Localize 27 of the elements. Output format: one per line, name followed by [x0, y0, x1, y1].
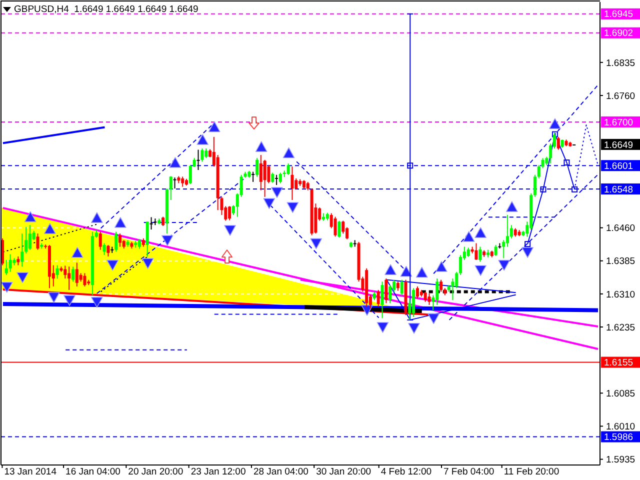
- ref-line-label: 1.5986: [604, 432, 634, 444]
- y-tick-label: 1.6460: [606, 223, 636, 234]
- ref-line-label: 1.6601: [604, 160, 634, 172]
- text: 1.6649: [604, 140, 634, 151]
- x-tick-label: 28 Jan 04:00: [253, 466, 308, 478]
- chart-title: GBPUSD,H4 1.6649 1.6649 1.6649 1.6649: [14, 4, 198, 16]
- x-tick-label: 7 Feb 04:00: [443, 466, 494, 478]
- x-tick-label: 30 Jan 20:00: [316, 466, 372, 478]
- y-tick-label: 1.6760: [606, 90, 636, 102]
- x-tick-label: 13 Jan 2014: [4, 466, 57, 478]
- y-tick-label: 1.6010: [606, 422, 636, 433]
- y-tick-label: 1.6385: [606, 256, 636, 268]
- y-tick-label: 1.6310: [606, 289, 636, 300]
- y-tick-label: 1.5935: [606, 454, 636, 466]
- x-tick-label: 4 Feb 12:00: [380, 466, 432, 478]
- ref-line-label: 1.6700: [604, 117, 634, 128]
- x-tick-label: 23 Jan 12:00: [190, 466, 246, 478]
- ref-line-label: 1.6902: [604, 28, 634, 40]
- x-tick-label: 20 Jan 20:00: [128, 466, 184, 478]
- x-tick-label: 16 Jan 04:00: [66, 466, 120, 478]
- ref-line-label: 1.6945: [604, 9, 634, 20]
- ref-line-label: 1.6548: [604, 184, 634, 196]
- x-tick-label: 11 Feb 20:00: [504, 466, 560, 478]
- y-tick-label: 1.6235: [606, 322, 636, 334]
- y-tick-label: 1.6835: [606, 58, 636, 69]
- ref-line-label: 1.6155: [604, 358, 634, 369]
- y-tick-label: 1.6085: [606, 388, 636, 400]
